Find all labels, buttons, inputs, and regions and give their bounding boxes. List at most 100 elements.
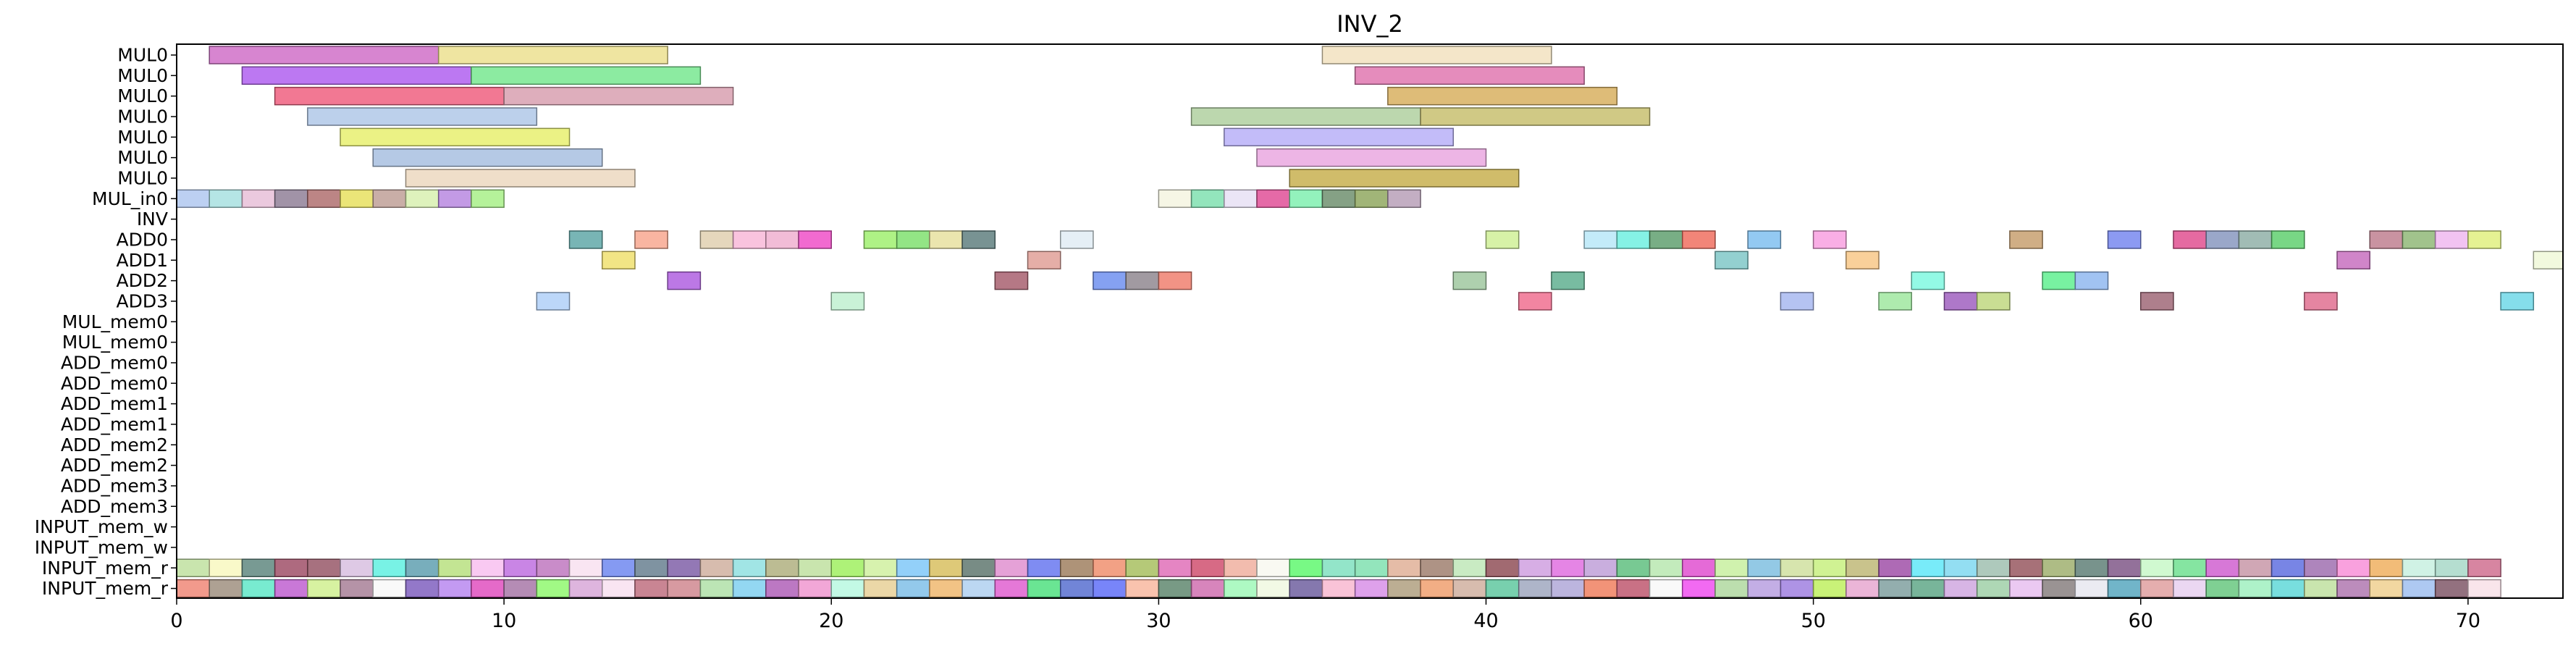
task-bar [798, 230, 833, 249]
task-bar [2500, 292, 2535, 311]
task-bar [1518, 579, 1552, 598]
task-bar [1747, 230, 1782, 249]
x-tick-label: 60 [2129, 610, 2153, 632]
task-bar [830, 579, 865, 598]
y-tick-label: MUL0 [117, 65, 168, 86]
y-tick-label: ADD_mem2 [61, 455, 168, 476]
task-bar [405, 169, 636, 188]
task-bar [1420, 558, 1455, 577]
task-bar [1780, 558, 1814, 577]
task-bar [896, 558, 930, 577]
task-bar [994, 579, 1029, 598]
task-bar [2140, 579, 2174, 598]
task-bar [2009, 579, 2043, 598]
task-bar [1682, 230, 1716, 249]
task-bar [209, 189, 243, 209]
task-bar [340, 127, 571, 147]
task-bar [1387, 558, 1421, 577]
task-bar [994, 271, 1029, 290]
task-bar [1125, 579, 1160, 598]
plot-frame [176, 43, 2564, 599]
task-bar [2402, 558, 2436, 577]
task-bar [1943, 292, 1978, 311]
task-bar [830, 292, 865, 311]
task-bar [1289, 558, 1323, 577]
task-bar [2270, 558, 2305, 577]
task-bar [1093, 558, 1127, 577]
task-bar [1452, 558, 1487, 577]
task-bar [667, 271, 702, 290]
task-bar [1616, 579, 1651, 598]
chart-title: INV_2 [1337, 10, 1403, 38]
task-bar [699, 230, 734, 249]
task-bar [1321, 189, 1356, 209]
task-bar [568, 558, 603, 577]
task-bar [1387, 579, 1421, 598]
task-bar [602, 579, 636, 598]
task-bar [1452, 271, 1487, 290]
task-bar [241, 66, 472, 85]
task-bar [1452, 579, 1487, 598]
task-bar [1649, 230, 1683, 249]
task-bar [1256, 558, 1290, 577]
task-bar [177, 579, 210, 598]
task-bar [503, 579, 538, 598]
task-bar [863, 558, 898, 577]
task-bar [274, 558, 308, 577]
task-bar [2434, 579, 2469, 598]
task-bar [1878, 292, 1913, 311]
task-bar [634, 230, 668, 249]
task-bar [1256, 148, 1487, 167]
task-bar [372, 558, 407, 577]
task-bar [830, 558, 865, 577]
task-bar [961, 579, 996, 598]
task-bar [1845, 579, 1880, 598]
task-bar [177, 189, 210, 209]
y-tick-label: INV [137, 209, 168, 230]
task-bar [372, 148, 603, 167]
task-bar [2304, 292, 2338, 311]
task-bar [2467, 230, 2501, 249]
task-bar [1845, 558, 1880, 577]
task-bar [1747, 579, 1782, 598]
task-bar [471, 189, 505, 209]
task-bar [896, 230, 930, 249]
task-bar [1354, 189, 1389, 209]
task-bar [1420, 579, 1455, 598]
task-bar [1224, 127, 1455, 147]
task-bar [2402, 579, 2436, 598]
x-tick-label: 10 [492, 610, 516, 632]
task-bar [1354, 66, 1585, 85]
task-bar [1682, 558, 1716, 577]
task-bar [2009, 230, 2043, 249]
y-axis-ticks: MUL0MUL0MUL0MUL0MUL0MUL0MUL0MUL_in0INVAD… [35, 45, 177, 599]
task-bar [732, 579, 767, 598]
x-axis-ticks: 0 10 20 30 40 50 60 70 [170, 598, 2480, 632]
y-tick-label: MUL0 [117, 127, 168, 148]
task-bar [2140, 292, 2174, 311]
task-bar [1387, 86, 1618, 106]
task-bar [1321, 558, 1356, 577]
task-bar [2173, 558, 2207, 577]
x-tick-label: 30 [1146, 610, 1171, 632]
y-tick-label: ADD_mem0 [61, 352, 168, 373]
task-bar [1256, 189, 1290, 209]
task-bar [1714, 251, 1748, 270]
x-tick-label: 40 [1473, 610, 1498, 632]
y-tick-label: MUL0 [117, 106, 168, 127]
task-bar [340, 189, 374, 209]
task-bar [1387, 189, 1421, 209]
task-bar [863, 579, 898, 598]
task-bar [437, 189, 472, 209]
task-bar [2434, 230, 2469, 249]
task-bar [1190, 107, 1421, 126]
task-bar [2140, 558, 2174, 577]
task-bar [1027, 251, 1061, 270]
task-bar [2205, 558, 2240, 577]
task-bar [274, 86, 505, 106]
task-bar [1780, 292, 1814, 311]
task-bar [1256, 579, 1290, 598]
task-bar [1518, 558, 1552, 577]
task-bar [1976, 579, 2011, 598]
